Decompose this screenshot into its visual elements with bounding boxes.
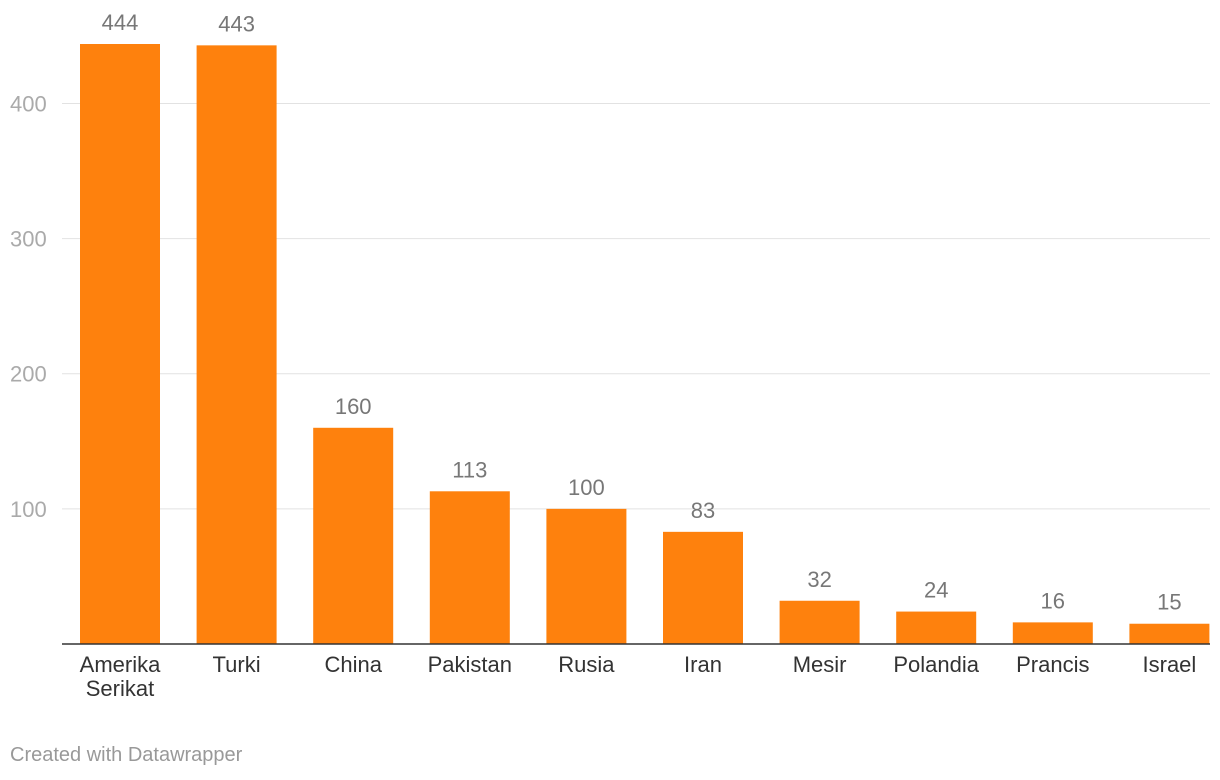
bar-9 bbox=[1129, 623, 1210, 644]
bar-3 bbox=[429, 491, 510, 644]
x-tick-label-1: Turki bbox=[213, 652, 261, 677]
x-tick-label-0: Amerika Serikat bbox=[80, 652, 161, 701]
data-label-9: 15 bbox=[1157, 590, 1181, 615]
data-label-6: 32 bbox=[807, 567, 831, 592]
bar-0 bbox=[80, 44, 160, 644]
bar-4 bbox=[546, 508, 627, 644]
y-tick-label-300: 300 bbox=[10, 227, 47, 252]
x-tick-label-4: Rusia bbox=[558, 652, 615, 677]
y-tick-label-200: 200 bbox=[10, 362, 47, 387]
data-label-8: 16 bbox=[1041, 588, 1065, 613]
bar-1 bbox=[196, 45, 277, 644]
data-label-1: 443 bbox=[218, 11, 255, 36]
x-tick-label-6: Mesir bbox=[793, 652, 847, 677]
x-tick-label-2: China bbox=[324, 652, 382, 677]
x-tick-label-3: Pakistan bbox=[428, 652, 512, 677]
bar-6 bbox=[779, 600, 860, 644]
bar-2 bbox=[313, 427, 394, 644]
x-tick-label-8: Prancis bbox=[1016, 652, 1089, 677]
data-label-4: 100 bbox=[568, 475, 605, 500]
y-tick-label-100: 100 bbox=[10, 497, 47, 522]
data-label-5: 83 bbox=[691, 498, 715, 523]
data-label-0: 444 bbox=[102, 10, 139, 35]
bar-5 bbox=[663, 531, 743, 644]
bar-7 bbox=[896, 611, 977, 644]
x-tick-label-5: Iran bbox=[684, 652, 722, 677]
bar-8 bbox=[1012, 622, 1093, 644]
data-label-7: 24 bbox=[924, 578, 948, 603]
x-tick-label-9: Israel bbox=[1143, 652, 1197, 677]
credit-text: Created with Datawrapper bbox=[10, 744, 243, 766]
data-label-3: 113 bbox=[452, 457, 487, 482]
x-tick-label-7: Polandia bbox=[893, 652, 979, 677]
y-tick-label-400: 400 bbox=[10, 91, 47, 116]
bar-chart: 100 200 300 400 444 Amerika Serikat 443 Turki 160… bbox=[10, 10, 1210, 701]
data-label-2: 160 bbox=[335, 394, 372, 419]
